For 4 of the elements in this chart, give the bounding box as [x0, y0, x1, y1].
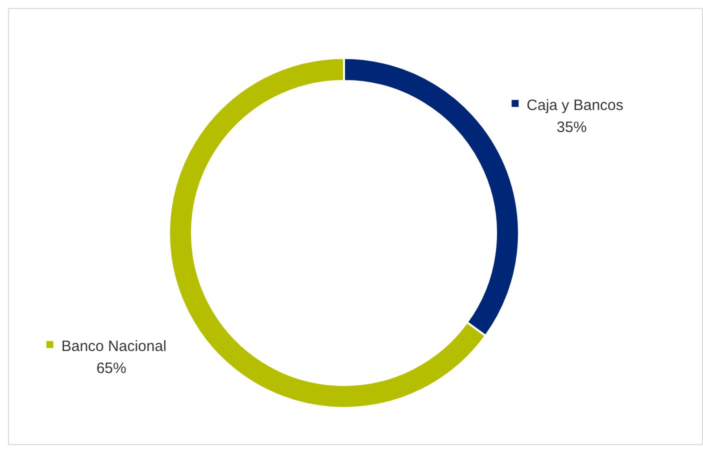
legend-label: Caja y Bancos: [526, 96, 624, 114]
data-label: 65%: [96, 360, 126, 378]
legend-label: Banco Nacional: [61, 338, 166, 356]
data-label: 35%: [556, 118, 587, 136]
